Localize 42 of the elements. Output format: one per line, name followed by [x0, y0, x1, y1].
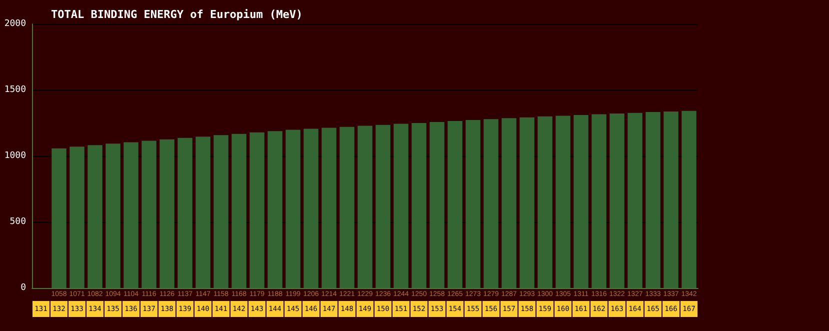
bar: [574, 114, 588, 288]
chart-title: TOTAL BINDING ENERGY of Europium (MeV): [51, 8, 303, 21]
bar: [358, 126, 372, 288]
y-tick-label: 1000: [4, 151, 26, 161]
bar: [556, 116, 570, 288]
bar: [376, 124, 390, 288]
y-tick-label: 500: [10, 217, 26, 227]
bar: [592, 114, 606, 288]
bar: [412, 123, 426, 288]
bar: [52, 148, 66, 288]
bar: [340, 126, 354, 288]
bar: [250, 132, 264, 288]
bar: [484, 119, 498, 288]
bar: [610, 113, 624, 288]
y-tick-label: 0: [20, 283, 26, 293]
bar: [538, 116, 552, 288]
bar: [88, 145, 102, 288]
bar: [160, 139, 174, 288]
bar: [682, 110, 696, 288]
bar: [268, 131, 282, 288]
bar: [304, 128, 318, 288]
bar: [106, 144, 120, 288]
bar: [70, 146, 84, 288]
bar: [214, 135, 228, 288]
bar: [286, 130, 300, 288]
bar: [394, 124, 408, 288]
y-tick-label: 2000: [4, 19, 26, 29]
bar: [466, 120, 480, 288]
bar: [232, 134, 246, 288]
bar: [196, 136, 210, 288]
bar: [178, 138, 192, 288]
bar: [142, 140, 156, 288]
bar: [520, 117, 534, 288]
bar: [502, 118, 516, 288]
bar: [322, 128, 336, 288]
bar: [448, 121, 462, 288]
bar: [124, 142, 138, 288]
y-tick-label: 1500: [4, 85, 26, 95]
bar: [664, 112, 678, 288]
bar: [628, 112, 642, 288]
bar: [430, 122, 444, 288]
bar: [646, 112, 660, 288]
